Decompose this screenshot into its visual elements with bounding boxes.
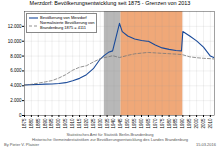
svg-text:1895: 1895 (49, 118, 54, 129)
svg-text:0: 0 (19, 113, 22, 118)
svg-text:8.000: 8.000 (10, 54, 22, 59)
svg-text:1880: 1880 (29, 118, 34, 129)
svg-text:1995: 1995 (187, 118, 192, 129)
svg-text:1975: 1975 (160, 118, 165, 129)
svg-text:1900: 1900 (56, 118, 61, 129)
svg-text:1985: 1985 (173, 118, 178, 129)
svg-text:2010: 2010 (208, 118, 213, 129)
svg-text:1950: 1950 (125, 118, 130, 129)
svg-text:1910: 1910 (70, 118, 75, 129)
html-text:Merzdorf: Bevölkerungsentwickl: Merzdorf: Bevölkerungsentwicklung seit 1… (29, 0, 191, 6)
svg-text:1890: 1890 (43, 118, 48, 129)
svg-text:1965: 1965 (146, 118, 151, 129)
html-text:15.03.2016: 15.03.2016 (196, 141, 216, 147)
svg-text:1875: 1875 (22, 118, 27, 129)
svg-text:1915: 1915 (77, 118, 82, 129)
svg-text:1930: 1930 (98, 118, 103, 129)
svg-text:1970: 1970 (153, 118, 158, 129)
svg-text:1980: 1980 (167, 118, 172, 129)
svg-text:2.000: 2.000 (10, 98, 22, 103)
svg-text:4.000: 4.000 (10, 83, 22, 88)
svg-text:12.000: 12.000 (8, 24, 22, 29)
svg-text:1960: 1960 (139, 118, 144, 129)
html-text:Normalisierte Bevölkerung von: Normalisierte Bevölkerung von Brandenbur… (40, 20, 95, 30)
html-text:Statistisches Amt für Statisti: Statistisches Amt für Statistik Berlin-B… (66, 132, 154, 137)
html-text:Bevölkerung von Merzdorf: Bevölkerung von Merzdorf (40, 15, 87, 20)
html-text:Historische Gemeindestatistike: Historische Gemeindestatistiken zur Bevö… (32, 136, 188, 142)
svg-text:2005: 2005 (201, 118, 206, 129)
svg-text:1885: 1885 (36, 118, 41, 129)
svg-text:1940: 1940 (111, 118, 116, 129)
svg-text:1945: 1945 (118, 118, 123, 129)
svg-text:1990: 1990 (180, 118, 185, 129)
svg-text:10.000: 10.000 (8, 39, 22, 44)
svg-text:1905: 1905 (63, 118, 68, 129)
html-text:By Pieter V. Plaisier: By Pieter V. Plaisier (4, 141, 39, 147)
svg-text:2000: 2000 (194, 118, 199, 129)
svg-text:1925: 1925 (91, 118, 96, 129)
svg-text:1935: 1935 (105, 118, 110, 129)
svg-text:1955: 1955 (132, 118, 137, 129)
svg-text:1920: 1920 (84, 118, 89, 129)
svg-text:6.000: 6.000 (10, 68, 22, 73)
